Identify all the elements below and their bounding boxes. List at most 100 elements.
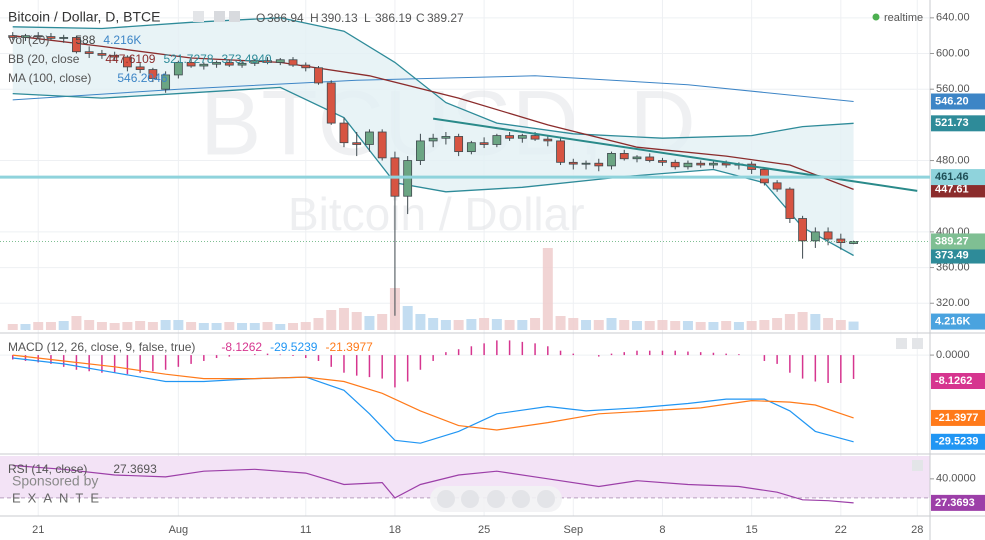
sponsor-label: Sponsored by	[12, 473, 98, 489]
volume-bar	[835, 320, 846, 330]
candle-body	[161, 74, 171, 90]
indicator-line	[12, 75, 854, 102]
icon[interactable]	[214, 11, 225, 22]
x-tick-label: 15	[746, 524, 758, 536]
candle-body	[186, 62, 196, 67]
candle-body	[543, 138, 553, 142]
histogram-bar	[292, 355, 294, 356]
candle-body	[619, 153, 629, 160]
candle-body	[810, 231, 820, 242]
legend-value: 4.216K	[103, 33, 141, 47]
histogram-bar	[203, 355, 205, 361]
icon[interactable]	[193, 11, 204, 22]
price-tag-label: 389.27	[935, 235, 969, 247]
histogram-bar	[190, 355, 192, 364]
price-tag	[931, 115, 985, 132]
volume-bar	[644, 321, 655, 330]
status: realtime	[884, 12, 923, 24]
volume-bar	[58, 321, 69, 330]
price-tag	[931, 169, 985, 186]
volume-bar	[682, 321, 693, 330]
histogram-bar	[139, 355, 141, 373]
legend-value: 27.3693	[113, 462, 157, 476]
button[interactable]	[537, 490, 555, 508]
icon[interactable]	[912, 460, 923, 471]
candle-body	[696, 162, 706, 166]
volume-bar	[504, 320, 515, 330]
candle-body	[33, 35, 43, 38]
ohlc-label: O	[256, 11, 265, 25]
button[interactable]	[487, 490, 505, 508]
histogram-bar	[164, 355, 167, 370]
volume-bar	[211, 323, 222, 330]
histogram-bar	[763, 355, 766, 361]
candle-body	[365, 131, 374, 145]
histogram-bar	[852, 355, 855, 379]
histogram-bar	[521, 341, 524, 356]
candle-body	[173, 62, 183, 76]
histogram-bar	[457, 349, 460, 356]
histogram-bar	[254, 354, 256, 356]
volume-bar	[453, 320, 464, 330]
legend-name: RSI (14, close)	[8, 462, 87, 476]
x-tick-label: 18	[389, 524, 401, 536]
chart-title: Bitcoin / Dollar, D, BTCE	[8, 9, 161, 25]
candle-body	[416, 140, 425, 161]
candle-body	[84, 51, 94, 54]
candle-body	[314, 67, 323, 84]
volume-bar	[45, 322, 56, 330]
candle-body	[339, 122, 349, 144]
histogram-bar	[687, 351, 689, 356]
y-tick-label: 0.0000	[936, 349, 970, 361]
price-tag	[931, 233, 985, 250]
histogram-bar	[534, 343, 536, 356]
x-tick-label: 21	[32, 524, 44, 536]
volume-bar	[759, 320, 770, 330]
legend-value: 546.2046	[117, 71, 167, 85]
candle-body	[823, 231, 833, 240]
volume-bar	[415, 314, 426, 330]
candle-body	[607, 153, 616, 167]
y-tick-label: 600.00	[936, 47, 970, 59]
button[interactable]	[512, 490, 530, 508]
button[interactable]	[461, 490, 479, 508]
volume-bar	[224, 322, 235, 330]
volume-bar	[733, 322, 744, 330]
volume-bar	[479, 318, 490, 330]
volume-bar	[237, 323, 248, 330]
histogram-bar	[279, 354, 282, 356]
price-tag-label: -21.3977	[935, 412, 978, 424]
y-tick-label: 360.00	[936, 261, 970, 273]
price-tag	[931, 93, 985, 110]
histogram-bar	[712, 352, 715, 356]
icon[interactable]	[896, 338, 907, 349]
histogram-bar	[827, 355, 829, 383]
trendline	[433, 117, 918, 192]
histogram-bar	[368, 355, 371, 378]
volume-bar	[300, 322, 311, 330]
legend-value: -21.3977	[325, 340, 373, 354]
histogram-bar	[840, 355, 842, 383]
volume-bar	[249, 323, 260, 330]
ohlc-value: 389.27	[427, 11, 464, 25]
price-tag-label: 27.3693	[935, 497, 975, 509]
volume-bar	[7, 324, 18, 330]
price-tag	[931, 494, 985, 511]
volume-bar	[313, 318, 324, 330]
candle-body	[59, 37, 69, 39]
candle-body	[428, 137, 438, 142]
button[interactable]	[437, 490, 455, 508]
icon[interactable]	[912, 338, 923, 349]
price-pane	[7, 17, 859, 330]
icon[interactable]	[229, 11, 240, 22]
volume-bar	[122, 322, 133, 330]
volume-bar	[606, 318, 617, 330]
volume-bar	[109, 323, 120, 330]
histogram-bar	[317, 355, 320, 361]
histogram-bar	[266, 353, 269, 356]
x-tick-label: 8	[659, 524, 665, 536]
candle-body	[556, 140, 565, 163]
histogram-bar	[738, 354, 740, 356]
volume-bar	[33, 322, 44, 330]
